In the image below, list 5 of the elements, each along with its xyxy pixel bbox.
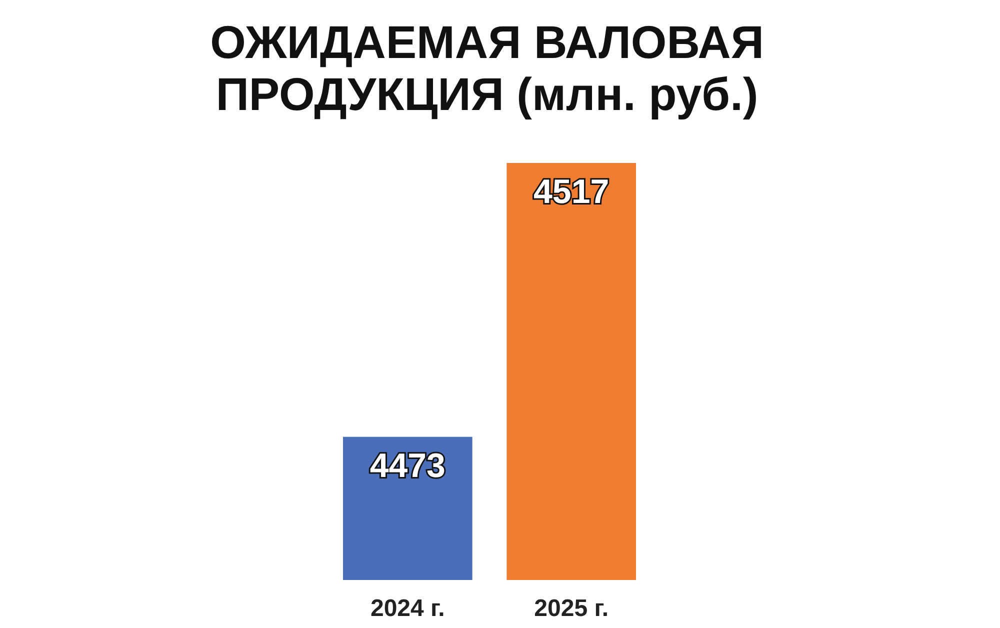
data-label: 4517 xyxy=(534,173,610,211)
x-tick-label: 2025 г. xyxy=(534,595,609,622)
data-label: 4473 xyxy=(370,446,446,485)
x-tick-label: 2024 г. xyxy=(370,595,445,622)
chart-title: ОЖИДАЕМАЯ ВАЛОВАЯ ПРОДУКЦИЯ (млн. руб.) xyxy=(210,16,764,120)
